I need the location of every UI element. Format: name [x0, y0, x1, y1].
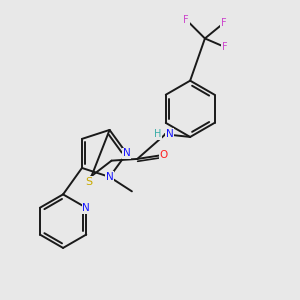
- Text: N: N: [166, 129, 173, 139]
- Text: O: O: [160, 151, 168, 160]
- Text: F: F: [183, 15, 189, 25]
- Text: S: S: [86, 177, 93, 187]
- Text: F: F: [222, 42, 228, 52]
- Text: F: F: [221, 18, 226, 28]
- Text: N: N: [82, 203, 90, 213]
- Text: H: H: [154, 129, 162, 139]
- Text: N: N: [106, 172, 113, 182]
- Text: N: N: [123, 148, 130, 158]
